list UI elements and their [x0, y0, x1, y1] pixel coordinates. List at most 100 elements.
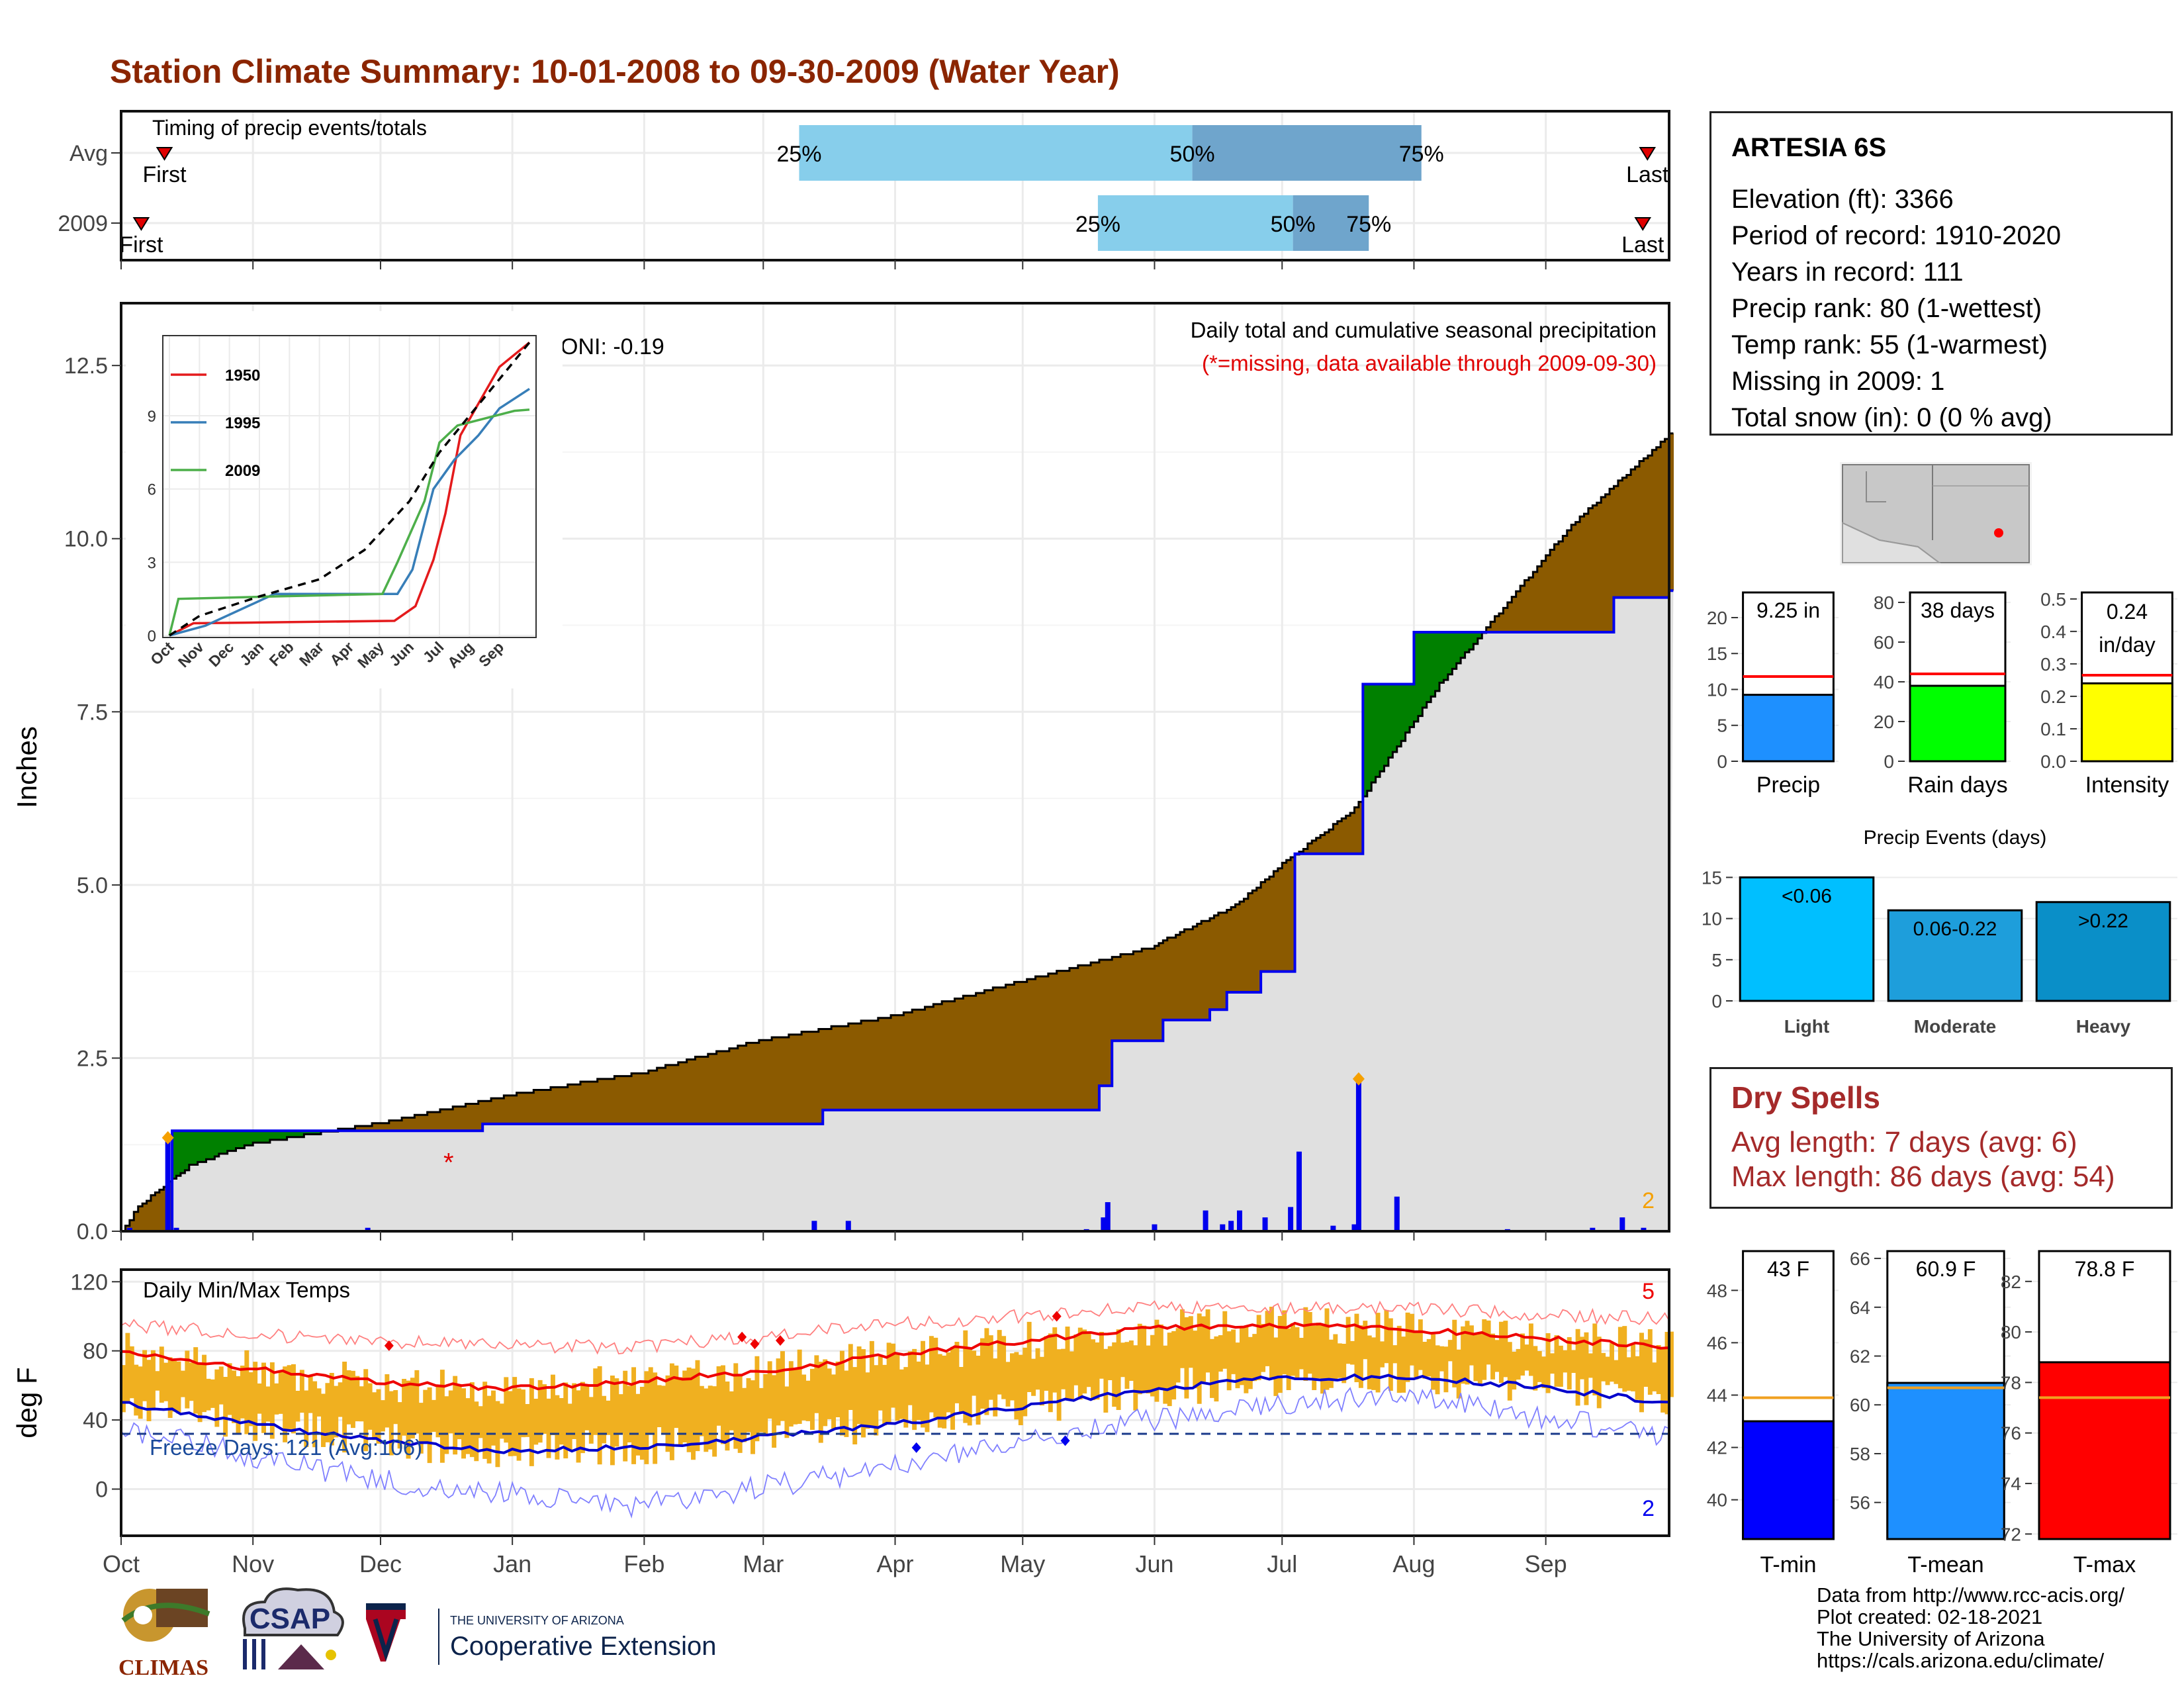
events-category-label: Light: [1784, 1016, 1829, 1037]
events-y-tick-label: 15: [1702, 867, 1722, 888]
tmax-y-tick-label: 78: [2001, 1372, 2021, 1393]
below-normal-deficit-fill: [125, 433, 1674, 1231]
rain-days-y-tick-label: 60: [1874, 632, 1894, 653]
rain-days-y-tick-label: 40: [1874, 672, 1894, 692]
first-event-marker-icon: [156, 147, 173, 161]
daily-precip-bar: [1296, 1151, 1302, 1231]
record-high-marker-icon: [750, 1338, 760, 1350]
side-bar-charts: 0 5 10 15 20 9.25 in Precip 0 20 40 60 80 38 days Rai…: [1702, 589, 2177, 1577]
tmax-y-tick-label: 82: [2001, 1272, 2021, 1292]
tmax-value-label: 78.8 F: [2075, 1257, 2135, 1281]
intensity-category-label: Intensity: [2085, 773, 2169, 798]
tmin-y-tick-label: 40: [1707, 1490, 1727, 1511]
timing-first-label: First: [142, 162, 187, 187]
page-title: Station Climate Summary: 10-01-2008 to 0…: [110, 53, 1120, 90]
month-axis-label: Apr: [876, 1550, 913, 1577]
tmean-y-tick-label: 66: [1850, 1248, 1870, 1269]
timing-last-label: Last: [1626, 162, 1669, 187]
extreme-precip-marker-icon: [1352, 1072, 1365, 1086]
station-precip-rank: Precip rank: 80 (1-wettest): [1731, 294, 2042, 323]
events-bar-label: <0.06: [1782, 885, 1832, 907]
inset-legend-label: 1995: [225, 414, 260, 432]
month-axis-label: Jun: [1135, 1550, 1173, 1577]
avg-min-temp-line: [120, 1373, 1670, 1454]
daily-precip-bar: [126, 1227, 132, 1231]
station-snow: Total snow (in): 0 (0 % avg): [1731, 403, 2052, 432]
station-marker-icon: [1994, 528, 2003, 538]
timing-pct-25: 25%: [1075, 212, 1120, 237]
temps-panel: 0 40 80 120 Oct Nov Dec Jan Feb Mar Apr May Jun Jul Au…: [11, 1268, 1674, 1577]
observed-cumulative-fill: [121, 590, 1674, 1231]
daily-precip-bar: [1101, 1217, 1107, 1231]
events-bar: [2035, 901, 2171, 1002]
rain-days-value-label: 38 days: [1921, 598, 1995, 622]
events-bar-label: 0.06-0.22: [1913, 918, 1997, 940]
events-category-label: Moderate: [1914, 1016, 1996, 1037]
rain-days-y-tick-label: 0: [1884, 751, 1894, 772]
rain-days-y-tick-label: 20: [1874, 712, 1894, 732]
month-axis-label: Mar: [743, 1550, 784, 1577]
precip-total-y-tick-label: 10: [1707, 679, 1727, 700]
timing-last-label: Last: [1621, 232, 1664, 258]
precip-y-tick-label: 7.5: [77, 700, 108, 725]
tmean-y-tick-label: 58: [1850, 1444, 1870, 1464]
precip-y-tick-label: 10.0: [64, 527, 108, 552]
inset-avg-dashed-line: [169, 342, 531, 637]
daily-precip-bar: [1203, 1210, 1208, 1231]
daily-precip-bar: [1288, 1207, 1294, 1231]
last-event-marker-icon: [1634, 217, 1652, 231]
daily-precip-bar: [1105, 1202, 1111, 1231]
tmax-y-tick-label: 72: [2001, 1524, 2021, 1544]
daily-temp-range-bars: [121, 1307, 1674, 1468]
inset-series-1995-line: [169, 387, 530, 637]
daily-precip-bar: [1262, 1217, 1268, 1231]
daily-precip-bar: [1641, 1227, 1647, 1231]
events-chart-title: Precip Events (days): [1864, 827, 2047, 849]
intensity-value-bar: [2081, 682, 2173, 763]
tmin-category-label: T-min: [1760, 1552, 1817, 1577]
precip-total-y-tick-label: 0: [1717, 751, 1727, 772]
month-axis-label: May: [1000, 1550, 1045, 1577]
station-missing: Missing in 2009: 1: [1731, 367, 1945, 396]
precip-total-y-tick-label: 15: [1707, 643, 1727, 664]
university-name-text: THE UNIVERSITY OF ARIZONA: [450, 1614, 624, 1627]
precip-y-axis-label: Inches: [11, 726, 42, 808]
month-axis-label: Sep: [1525, 1550, 1567, 1577]
freeze-days-label: Freeze Days: 121 (Avg:106): [150, 1435, 422, 1460]
climas-logo-text: CLIMAS: [118, 1656, 208, 1680]
precip-y-tick-label: 2.5: [77, 1046, 108, 1071]
precip-total-value-label: 9.25 in: [1756, 598, 1820, 622]
tmean-y-tick-label: 62: [1850, 1346, 1870, 1367]
record-high-marker-icon: [1052, 1311, 1062, 1322]
intensity-y-tick-label: 0.0: [2040, 751, 2066, 772]
tmax-y-tick-label: 80: [2001, 1322, 2021, 1342]
rain-days-value-bar: [1909, 684, 2007, 763]
station-name: ARTESIA 6S: [1731, 133, 1887, 162]
record-high-count: 5: [1642, 1279, 1655, 1304]
timing-label: Timing of precip events/totals: [152, 116, 427, 140]
footer-university: The University of Arizona: [1817, 1627, 2045, 1650]
month-axis-label: Oct: [103, 1550, 140, 1577]
station-years: Years in record: 111: [1731, 258, 1964, 287]
month-axis-label: Aug: [1392, 1550, 1435, 1577]
station-info-box: ARTESIA 6S Elevation (ft): 3366 Period o…: [1709, 111, 2173, 436]
dry-spells-box: Dry Spells Avg length: 7 days (avg: 6) M…: [1709, 1067, 2173, 1209]
timing-row-label: 2009: [58, 211, 108, 236]
daily-precip-bar: [1152, 1224, 1158, 1231]
tmean-y-tick-label: 64: [1850, 1297, 1870, 1318]
tmin-y-tick-label: 48: [1707, 1280, 1727, 1301]
intensity-y-tick-label: 0.5: [2040, 589, 2066, 610]
footer-plot-created: Plot created: 02-18-2021: [1817, 1605, 2043, 1628]
intensity-value-label: 0.24: [2107, 600, 2148, 624]
record-max-line: [120, 1300, 1670, 1355]
tmean-y-tick-label: 60: [1850, 1395, 1870, 1415]
observed-cumulative-line: [121, 589, 1674, 1233]
daily-precip-bar: [1394, 1196, 1400, 1231]
precip-total-y-tick-label: 5: [1717, 716, 1727, 736]
inset-y-tick-label: 9: [148, 408, 156, 426]
climas-logo: CLIMAS: [118, 1589, 210, 1680]
intensity-y-tick-label: 0.2: [2040, 686, 2066, 707]
events-bar-label: >0.22: [2078, 910, 2128, 932]
daily-precip-bar: [173, 1227, 179, 1231]
precip-total-value-bar: [1742, 694, 1835, 763]
